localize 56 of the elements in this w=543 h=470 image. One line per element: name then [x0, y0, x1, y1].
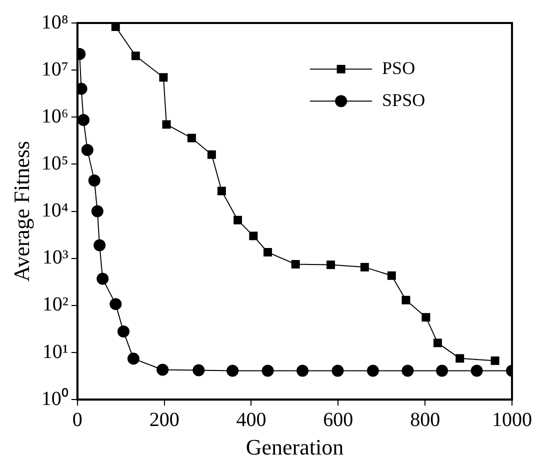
x-axis-title: Generation: [246, 434, 344, 460]
point: [249, 232, 258, 240]
x-tick-label: 1000: [492, 408, 532, 431]
y-axis-title: Average Fitness: [8, 140, 34, 282]
point: [162, 120, 171, 129]
point: [490, 356, 500, 365]
point: [96, 272, 109, 285]
point: [159, 73, 168, 82]
point: [366, 364, 379, 377]
point: [296, 364, 309, 377]
point: [117, 325, 130, 338]
point: [127, 352, 140, 365]
y-tick-label: 10⁰: [41, 386, 68, 410]
point: [94, 239, 106, 252]
y-tick-label: 10⁶: [41, 105, 68, 128]
point: [156, 364, 169, 376]
point: [110, 298, 122, 310]
y-tick-label: 10³: [42, 246, 68, 269]
point: [91, 205, 104, 218]
point: [433, 338, 442, 348]
point: [436, 364, 448, 377]
point: [226, 364, 239, 377]
point: [192, 364, 205, 376]
y-tick-label: 10⁴: [41, 200, 68, 222]
point: [402, 364, 414, 377]
point: [456, 354, 464, 363]
y-tick-label: 10¹: [42, 340, 68, 363]
x-tick-label: 200: [149, 408, 180, 431]
point: [470, 364, 483, 377]
point: [234, 216, 242, 224]
point: [422, 313, 430, 322]
point: [77, 114, 90, 126]
point: [291, 260, 300, 268]
y-tick-label: 10⁷: [41, 58, 68, 80]
x-tick-label: 400: [236, 408, 266, 431]
y-tick-label: 10²: [42, 294, 68, 316]
point: [207, 150, 216, 159]
point: [131, 52, 140, 60]
point: [88, 174, 100, 187]
y-tick-label: 10⁸: [41, 11, 68, 34]
legend-label: PSO: [382, 58, 416, 78]
point: [217, 186, 226, 196]
point: [264, 248, 272, 256]
x-tick-label: 600: [323, 408, 354, 431]
point: [187, 134, 196, 142]
point: [326, 260, 336, 270]
point: [332, 364, 344, 377]
point: [387, 271, 396, 280]
x-tick-label: 0: [72, 408, 82, 431]
point: [262, 364, 274, 377]
point: [81, 144, 94, 156]
legend-label: SPSO: [382, 90, 426, 110]
point: [402, 296, 410, 304]
y-tick-label: 10⁵: [41, 152, 68, 174]
point: [360, 262, 369, 272]
x-tick-label: 800: [410, 408, 440, 431]
